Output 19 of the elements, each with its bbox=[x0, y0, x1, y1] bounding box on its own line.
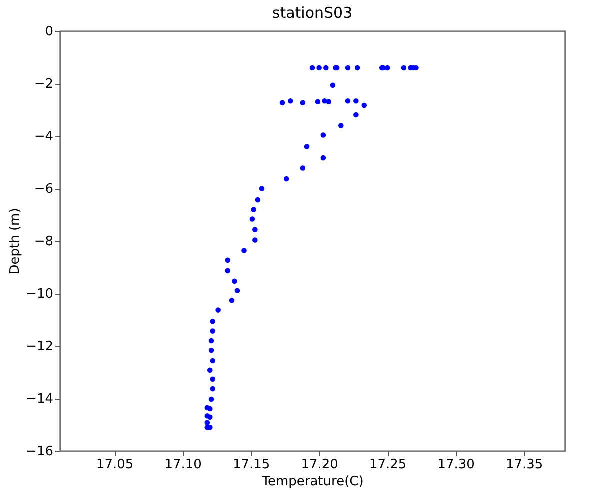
y-tick-label: −12 bbox=[26, 340, 54, 354]
y-tick-label: −4 bbox=[34, 130, 54, 144]
y-tick-label: −8 bbox=[34, 234, 54, 250]
x-tick-label: 17.35 bbox=[506, 458, 544, 472]
x-tick-label: 17.20 bbox=[301, 458, 338, 472]
y-axis-title: Depth (m) bbox=[8, 208, 24, 275]
x-tick-label: 17.15 bbox=[232, 458, 270, 472]
y-tick-label: −6 bbox=[34, 182, 54, 197]
y-tick-label: −16 bbox=[26, 444, 54, 460]
chart-title: stationS03 bbox=[272, 4, 353, 22]
y-tick-label: −14 bbox=[26, 392, 54, 407]
y-tick-label: −2 bbox=[34, 77, 54, 92]
x-tick-label: 17.25 bbox=[369, 458, 407, 472]
x-tick-label: 17.05 bbox=[96, 458, 134, 472]
x-tick-label: 17.10 bbox=[164, 458, 202, 472]
x-axis-title: Temperature(C) bbox=[261, 474, 364, 490]
x-tick-label: 17.30 bbox=[438, 458, 475, 472]
y-tick-label: 0 bbox=[45, 24, 54, 40]
y-tick-label: −10 bbox=[26, 287, 54, 302]
